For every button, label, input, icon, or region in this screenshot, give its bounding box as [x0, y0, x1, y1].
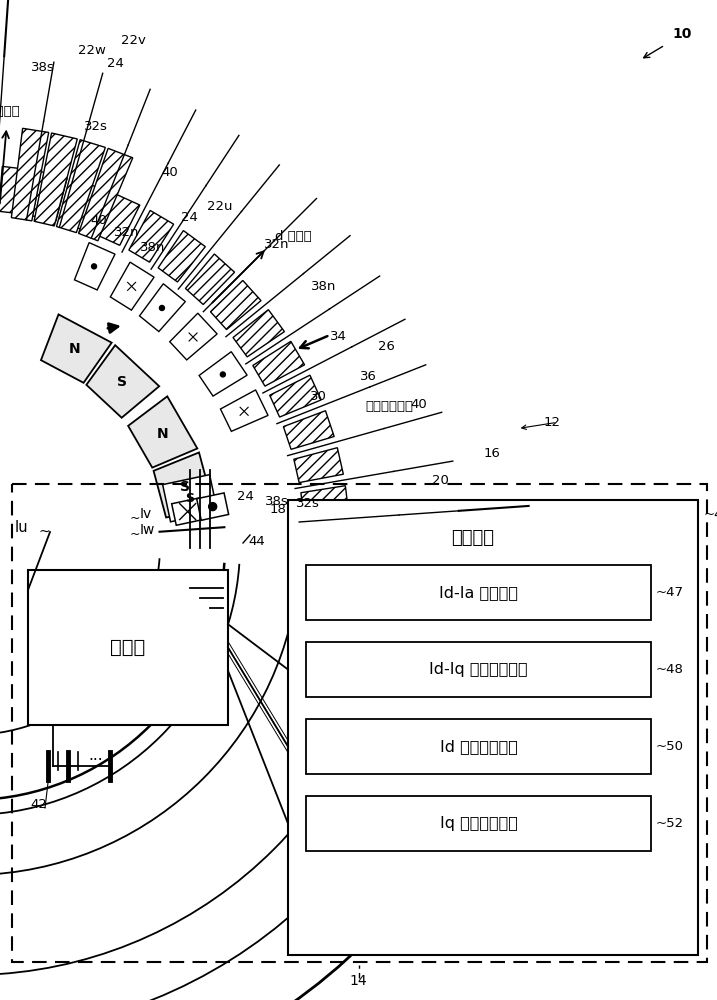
Polygon shape — [66, 181, 104, 232]
Text: ~47: ~47 — [656, 586, 684, 599]
Circle shape — [220, 372, 225, 377]
Polygon shape — [140, 284, 186, 332]
Polygon shape — [158, 231, 205, 282]
Polygon shape — [196, 493, 229, 520]
Text: 40: 40 — [91, 214, 108, 227]
Polygon shape — [128, 396, 197, 468]
Text: 40: 40 — [161, 166, 179, 179]
Polygon shape — [233, 310, 285, 357]
Text: 32s: 32s — [295, 497, 319, 510]
Text: Id-Iq 脉冲产生单元: Id-Iq 脉冲产生单元 — [429, 662, 528, 677]
Polygon shape — [220, 390, 268, 431]
Text: S: S — [186, 492, 194, 505]
Text: 22w: 22w — [78, 44, 106, 57]
Polygon shape — [199, 352, 247, 396]
Polygon shape — [32, 172, 67, 221]
Text: 34: 34 — [330, 330, 347, 343]
Text: 10: 10 — [672, 27, 691, 41]
Text: ~: ~ — [130, 528, 141, 541]
Circle shape — [159, 305, 164, 310]
Polygon shape — [283, 411, 334, 449]
Polygon shape — [75, 243, 115, 290]
Polygon shape — [34, 133, 77, 226]
Text: 26: 26 — [378, 340, 394, 353]
Text: ~46: ~46 — [704, 508, 717, 521]
Text: Id 脉冲叠加单元: Id 脉冲叠加单元 — [440, 739, 518, 754]
Bar — [306, 642, 651, 697]
Text: 控制装置: 控制装置 — [452, 529, 495, 547]
Text: ~48: ~48 — [656, 663, 684, 676]
Polygon shape — [163, 475, 217, 522]
Text: 32n: 32n — [114, 226, 139, 239]
Text: 逆变器: 逆变器 — [110, 638, 146, 657]
Text: 40: 40 — [411, 398, 427, 411]
Text: 38n: 38n — [311, 280, 336, 293]
Polygon shape — [170, 313, 217, 360]
Polygon shape — [294, 448, 343, 483]
Text: 18: 18 — [270, 503, 286, 516]
Text: 44: 44 — [248, 535, 265, 548]
Text: Iv: Iv — [140, 507, 152, 521]
Text: Iq 脉冲叠加单元: Iq 脉冲叠加单元 — [440, 816, 518, 831]
Polygon shape — [253, 341, 305, 386]
Polygon shape — [41, 314, 112, 383]
Text: 16: 16 — [483, 447, 500, 460]
Polygon shape — [211, 280, 261, 330]
Polygon shape — [57, 140, 105, 233]
Text: 32n: 32n — [264, 238, 290, 251]
Text: 32s: 32s — [84, 120, 108, 133]
Polygon shape — [129, 210, 174, 262]
Bar — [28, 570, 228, 725]
Polygon shape — [98, 194, 140, 245]
Polygon shape — [153, 452, 214, 517]
Polygon shape — [11, 128, 49, 221]
Text: 42: 42 — [30, 798, 47, 811]
Text: 38s: 38s — [265, 495, 289, 508]
Text: N: N — [69, 342, 80, 356]
Text: ~: ~ — [130, 512, 141, 525]
Bar — [288, 500, 698, 955]
Polygon shape — [86, 345, 159, 418]
Text: Id-Ia 产生单元: Id-Ia 产生单元 — [439, 585, 518, 600]
Text: 24: 24 — [107, 57, 124, 70]
Text: Iw: Iw — [140, 523, 156, 537]
Polygon shape — [186, 254, 234, 305]
Text: 38n: 38n — [140, 241, 166, 254]
Text: Iu: Iu — [15, 520, 29, 535]
Polygon shape — [171, 498, 204, 525]
Text: 38s: 38s — [32, 61, 55, 74]
Polygon shape — [270, 375, 321, 417]
Text: S: S — [180, 480, 190, 494]
Text: q 轴方向: q 轴方向 — [0, 105, 20, 118]
Text: N: N — [157, 427, 168, 441]
Text: 14: 14 — [350, 974, 367, 988]
Polygon shape — [79, 148, 133, 241]
Text: 22v: 22v — [121, 34, 146, 47]
Text: 22u: 22u — [207, 200, 232, 213]
Text: ~52: ~52 — [656, 817, 684, 830]
Bar — [12, 484, 707, 962]
Text: ~50: ~50 — [656, 740, 684, 753]
Bar — [306, 565, 651, 620]
Text: 24: 24 — [181, 211, 198, 224]
Text: ~: ~ — [38, 525, 49, 539]
Circle shape — [209, 503, 217, 511]
Polygon shape — [0, 166, 29, 214]
Text: 36: 36 — [360, 370, 377, 383]
Text: 12: 12 — [543, 416, 561, 429]
Bar — [306, 719, 651, 774]
Text: S: S — [117, 375, 127, 389]
Text: 24: 24 — [237, 490, 255, 503]
Text: ···: ··· — [88, 752, 103, 768]
Text: 转子旋转方向: 转子旋转方向 — [365, 400, 413, 413]
Text: d 轴方向: d 轴方向 — [275, 230, 312, 243]
Bar — [306, 796, 651, 851]
Circle shape — [92, 264, 97, 269]
Text: 20: 20 — [432, 474, 449, 487]
Polygon shape — [301, 486, 348, 517]
Polygon shape — [110, 262, 154, 310]
Text: 30: 30 — [310, 390, 327, 403]
